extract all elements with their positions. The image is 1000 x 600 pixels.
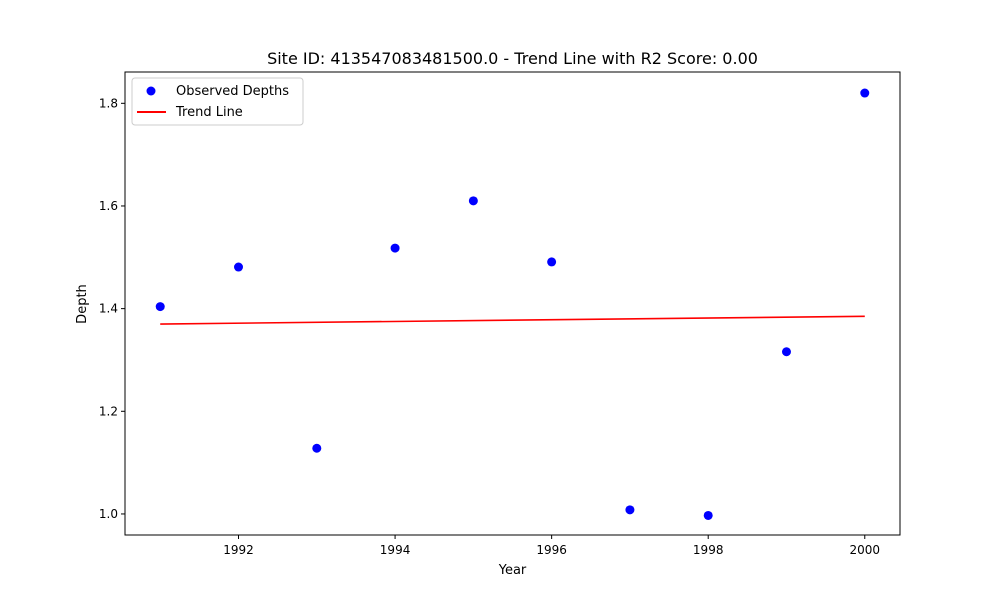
legend-label-trend-line: Trend Line [175, 105, 243, 120]
observed-depth-point [155, 302, 165, 312]
plot-frame [124, 71, 901, 536]
observed-depth-point [860, 88, 870, 98]
y-tick-label: 1.6 [99, 199, 118, 213]
y-tick-label: 1.0 [99, 507, 118, 521]
x-axis-label: Year [498, 563, 527, 578]
x-tick-label: 1992 [223, 543, 254, 557]
y-tick-label: 1.2 [99, 404, 118, 418]
legend-scatter-marker [146, 86, 156, 96]
legend: Observed Depths Trend Line [131, 77, 304, 126]
trend-layer [160, 315, 865, 325]
trend-line [160, 315, 865, 325]
y-tick-label: 1.8 [99, 96, 118, 110]
y-axis-ticks: 1.0 1.2 1.4 1.6 1.8 [99, 96, 125, 521]
y-tick-label: 1.4 [99, 302, 118, 316]
x-tick-label: 2000 [849, 543, 880, 557]
x-tick-label: 1994 [380, 543, 411, 557]
observed-depth-point [547, 257, 557, 267]
observed-depth-point [468, 196, 478, 206]
x-tick-label: 1996 [536, 543, 567, 557]
plot-area [124, 71, 901, 536]
legend-label-observed-depths: Observed Depths [176, 84, 289, 99]
x-axis-ticks: 1992 1994 1996 1998 2000 [223, 535, 880, 557]
x-tick-label: 1998 [693, 543, 724, 557]
legend-box [131, 77, 304, 126]
observed-depth-point [234, 262, 244, 272]
observed-depth-point [781, 347, 791, 357]
points-layer [155, 88, 870, 520]
y-axis-label: Depth [75, 284, 90, 324]
chart-title: Site ID: 413547083481500.0 - Trend Line … [267, 49, 758, 68]
observed-depth-point [312, 443, 322, 453]
observed-depth-point [703, 510, 713, 520]
observed-depth-point [625, 505, 635, 515]
observed-depth-point [390, 243, 400, 253]
